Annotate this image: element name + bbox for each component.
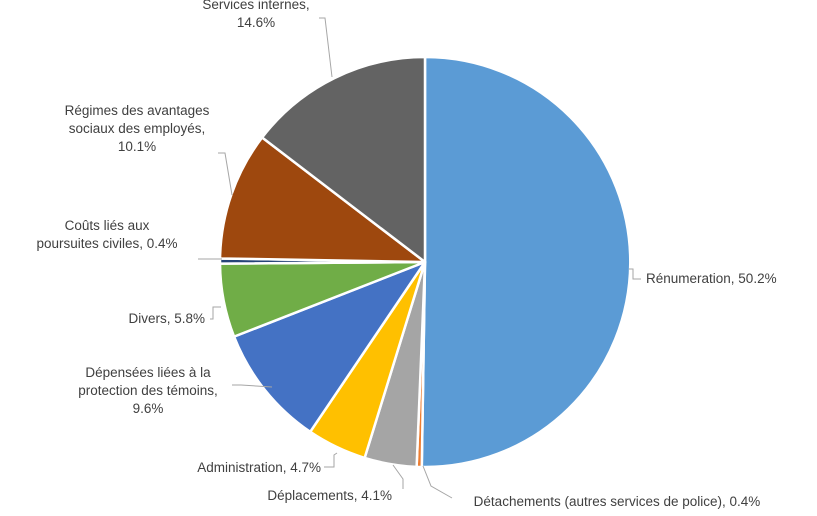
- slice-label-line: sociaux des employés,: [69, 121, 206, 136]
- slice-label-2: Déplacements, 4.1%: [267, 488, 392, 503]
- leader-line-4: [232, 384, 273, 388]
- slice-label-line: 9.6%: [133, 401, 164, 416]
- slice-label-line: Services internes,: [202, 0, 309, 12]
- leader-line-0: [629, 268, 641, 280]
- slice-label-line: Dépensées liées à la: [85, 365, 211, 380]
- pie-slices: [218, 55, 632, 469]
- leader-line-2: [392, 464, 404, 489]
- leader-line-1: [422, 465, 453, 499]
- slice-label-5: Divers, 5.8%: [128, 311, 205, 326]
- slice-label-1: Détachements (autres services de police)…: [474, 494, 761, 509]
- slice-label-line: protection des témoins,: [78, 383, 218, 398]
- slice-label-6: Coûts liés aux poursuites civiles, 0.4%: [36, 218, 177, 251]
- slice-label-line: Déplacements, 4.1%: [267, 488, 392, 503]
- slice-label-4: Dépensées liées à la protection des témoi…: [78, 365, 218, 416]
- leader-line-7: [218, 152, 233, 196]
- pie-slice-4: [232, 260, 427, 434]
- slice-label-line: poursuites civiles, 0.4%: [36, 236, 177, 251]
- leader-lines: [198, 17, 641, 499]
- pie-slice-8: [260, 55, 427, 264]
- slice-label-line: Administration, 4.7%: [197, 460, 321, 475]
- slice-label-line: 10.1%: [118, 139, 156, 154]
- slice-label-line: Régimes des avantages: [65, 103, 210, 118]
- slice-label-8: Services internes, 14.6%: [202, 0, 309, 30]
- leader-line-3: [324, 452, 338, 468]
- data-labels: Rénumeration, 50.2% Détachements (autres …: [36, 0, 776, 509]
- slice-label-7: Régimes des avantages sociaux des employé…: [65, 103, 210, 154]
- slice-label-3: Administration, 4.7%: [197, 460, 321, 475]
- pie-slice-0: [420, 55, 632, 469]
- slice-label-line: 14.6%: [237, 15, 275, 30]
- leader-line-5: [210, 306, 221, 320]
- slice-label-0: Rénumeration, 50.2%: [646, 271, 777, 286]
- slice-label-line: Rénumeration, 50.2%: [646, 271, 777, 286]
- slice-label-line: Détachements (autres services de police)…: [474, 494, 761, 509]
- leader-line-8: [319, 17, 333, 78]
- slice-label-line: Coûts liés aux: [65, 218, 150, 233]
- slice-label-line: Divers, 5.8%: [128, 311, 205, 326]
